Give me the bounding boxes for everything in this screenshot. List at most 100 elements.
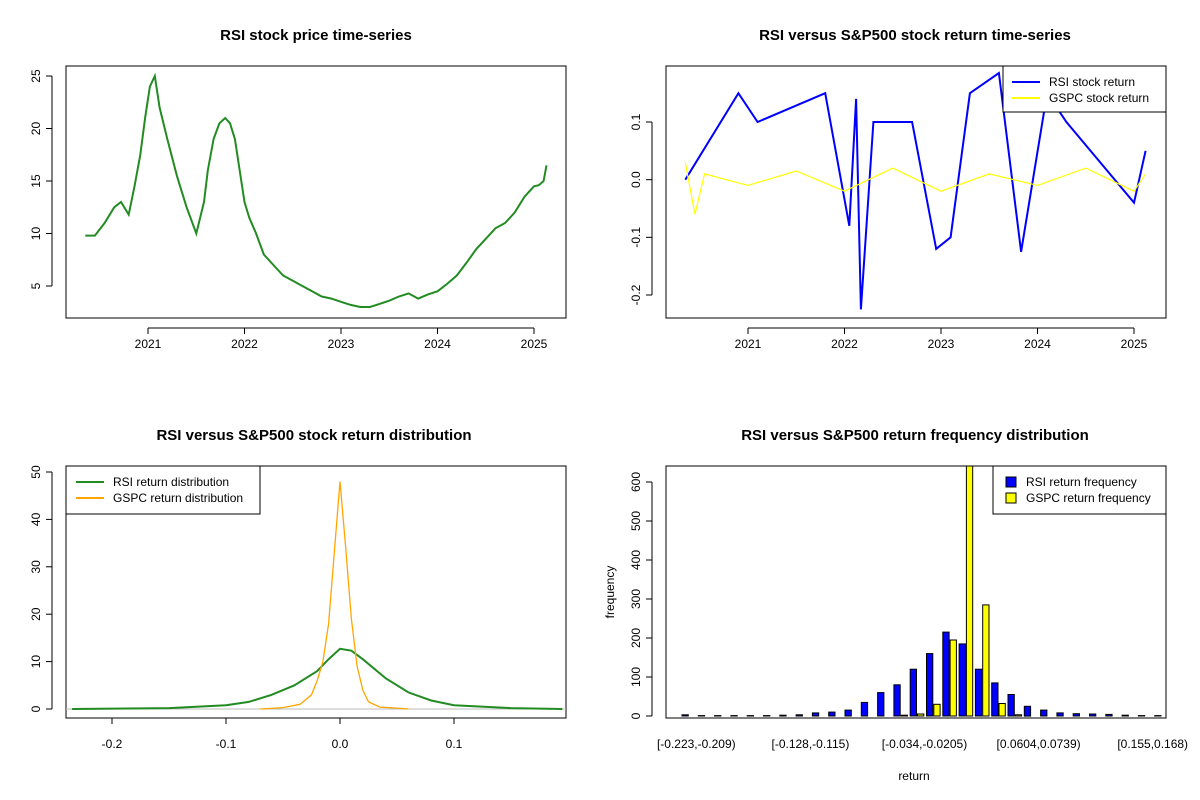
x-tick-label: [-0.034,-0.0205) <box>882 737 967 751</box>
x-tick-label: 2022 <box>831 337 858 351</box>
y-tick-label: 0 <box>29 705 43 712</box>
panel-density: RSI versus S&P500 stock return distribut… <box>29 427 567 751</box>
y-tick-label: 20 <box>29 607 43 621</box>
x-tick-label: -0.2 <box>102 737 123 751</box>
bar-rsi <box>974 668 983 717</box>
bar-rsi <box>1023 705 1032 717</box>
bar-gspc <box>1014 714 1023 717</box>
x-axis-label: return <box>898 769 929 783</box>
y-tick-label: 10 <box>29 227 43 241</box>
x-tick-label: 2023 <box>928 337 955 351</box>
chart-title: RSI versus S&P500 stock return distribut… <box>156 427 471 444</box>
y-tick-label: 50 <box>29 465 43 479</box>
bar-rsi <box>1040 709 1048 717</box>
bar-gspc <box>998 703 1006 717</box>
return-series-line <box>684 162 1147 215</box>
panel-histogram: RSI versus S&P500 return frequency distr… <box>603 427 1188 783</box>
legend: RSI return frequency GSPC return frequenc… <box>992 465 1167 515</box>
bar-rsi <box>942 631 950 717</box>
bar-rsi <box>1089 713 1097 717</box>
bar-gspc <box>900 714 909 717</box>
legend-label: RSI return frequency <box>1026 475 1137 489</box>
y-tick-label: -0.2 <box>629 284 643 305</box>
bar-rsi <box>795 714 803 717</box>
chart-title: RSI stock price time-series <box>220 27 412 44</box>
y-tick-label: -0.1 <box>629 227 643 248</box>
y-tick-label: 500 <box>629 511 643 531</box>
y-tick-label: 0.0 <box>629 171 643 188</box>
legend-box <box>65 465 261 515</box>
x-tick-label: 2024 <box>424 337 451 351</box>
bar-rsi <box>958 643 966 717</box>
x-tick-label: -0.1 <box>216 737 237 751</box>
bar-gspc <box>949 639 957 717</box>
bar-rsi <box>681 714 689 717</box>
x-tick-label: 0.1 <box>446 737 463 751</box>
y-tick-label: 15 <box>29 174 43 188</box>
legend-label: GSPC return distribution <box>113 491 243 505</box>
x-tick-label: [-0.128,-0.115) <box>771 737 849 751</box>
legend-label: RSI stock return <box>1049 75 1135 89</box>
bar-gspc <box>965 465 974 717</box>
y-tick-label: 20 <box>29 122 43 136</box>
bar-rsi <box>1072 713 1080 717</box>
bar-rsi <box>909 668 918 717</box>
legend: RSI return distribution GSPC return distr… <box>65 465 261 515</box>
y-tick-label: 200 <box>629 628 643 648</box>
x-tick-label: 2021 <box>735 337 762 351</box>
plot-frame <box>665 65 1167 319</box>
bar-rsi <box>991 682 999 717</box>
y-tick-label: 0 <box>629 712 643 719</box>
y-axis-label: frequency <box>603 566 617 619</box>
panel-returns: RSI versus S&P500 stock return time-seri… <box>629 27 1167 351</box>
x-tick-label: 2023 <box>328 337 355 351</box>
x-tick-label: [0.0604,0.0739) <box>997 737 1081 751</box>
bar-rsi <box>779 714 787 717</box>
return-series-line <box>684 71 1147 310</box>
bar-rsi <box>926 653 934 717</box>
bar-gspc <box>982 604 990 717</box>
chart-title: RSI versus S&P500 return frequency distr… <box>741 427 1089 444</box>
legend-label: GSPC return frequency <box>1026 491 1151 505</box>
y-tick-label: 400 <box>629 550 643 570</box>
x-tick-label: 0.0 <box>332 737 349 751</box>
x-tick-label: 2024 <box>1024 337 1051 351</box>
bar-rsi <box>860 701 869 717</box>
bar-gspc <box>917 713 925 717</box>
y-tick-label: 300 <box>629 589 643 609</box>
bar-rsi <box>844 709 852 717</box>
y-tick-label: 600 <box>629 472 643 492</box>
panel-price: RSI stock price time-series 2021 2022 2023 2… <box>29 27 567 351</box>
legend-swatch <box>1005 492 1017 504</box>
bar-rsi <box>811 712 820 717</box>
bar-rsi <box>893 684 901 717</box>
price-line <box>85 72 548 308</box>
y-tick-label: 10 <box>29 655 43 669</box>
bar-rsi <box>877 692 885 717</box>
x-tick-label: 2021 <box>135 337 162 351</box>
x-tick-label: [0.155,0.168) <box>1117 737 1188 751</box>
bar-rsi <box>1007 694 1015 717</box>
y-tick-label: 30 <box>29 560 43 574</box>
x-tick-label: [-0.223,-0.209) <box>657 737 736 751</box>
plot-frame <box>665 465 1167 719</box>
y-tick-label: 25 <box>29 69 43 83</box>
x-tick-label: 2025 <box>1121 337 1148 351</box>
y-tick-label: 5 <box>29 282 43 289</box>
bar-rsi <box>828 711 836 717</box>
legend-box <box>992 465 1167 515</box>
y-tick-label: 100 <box>629 667 643 687</box>
density-line <box>72 647 563 710</box>
legend-swatch <box>1005 476 1017 488</box>
bar-rsi <box>1105 713 1113 717</box>
legend-label: GSPC stock return <box>1049 91 1149 105</box>
legend: RSI stock return GSPC stock return <box>1002 65 1167 113</box>
legend-box <box>1002 65 1167 113</box>
x-tick-label: 2025 <box>521 337 548 351</box>
plot-frame <box>65 65 567 319</box>
bar-rsi <box>1056 712 1064 717</box>
y-tick-label: 0.1 <box>629 113 643 130</box>
bar-rsi <box>1121 714 1129 717</box>
density-line <box>260 481 409 710</box>
